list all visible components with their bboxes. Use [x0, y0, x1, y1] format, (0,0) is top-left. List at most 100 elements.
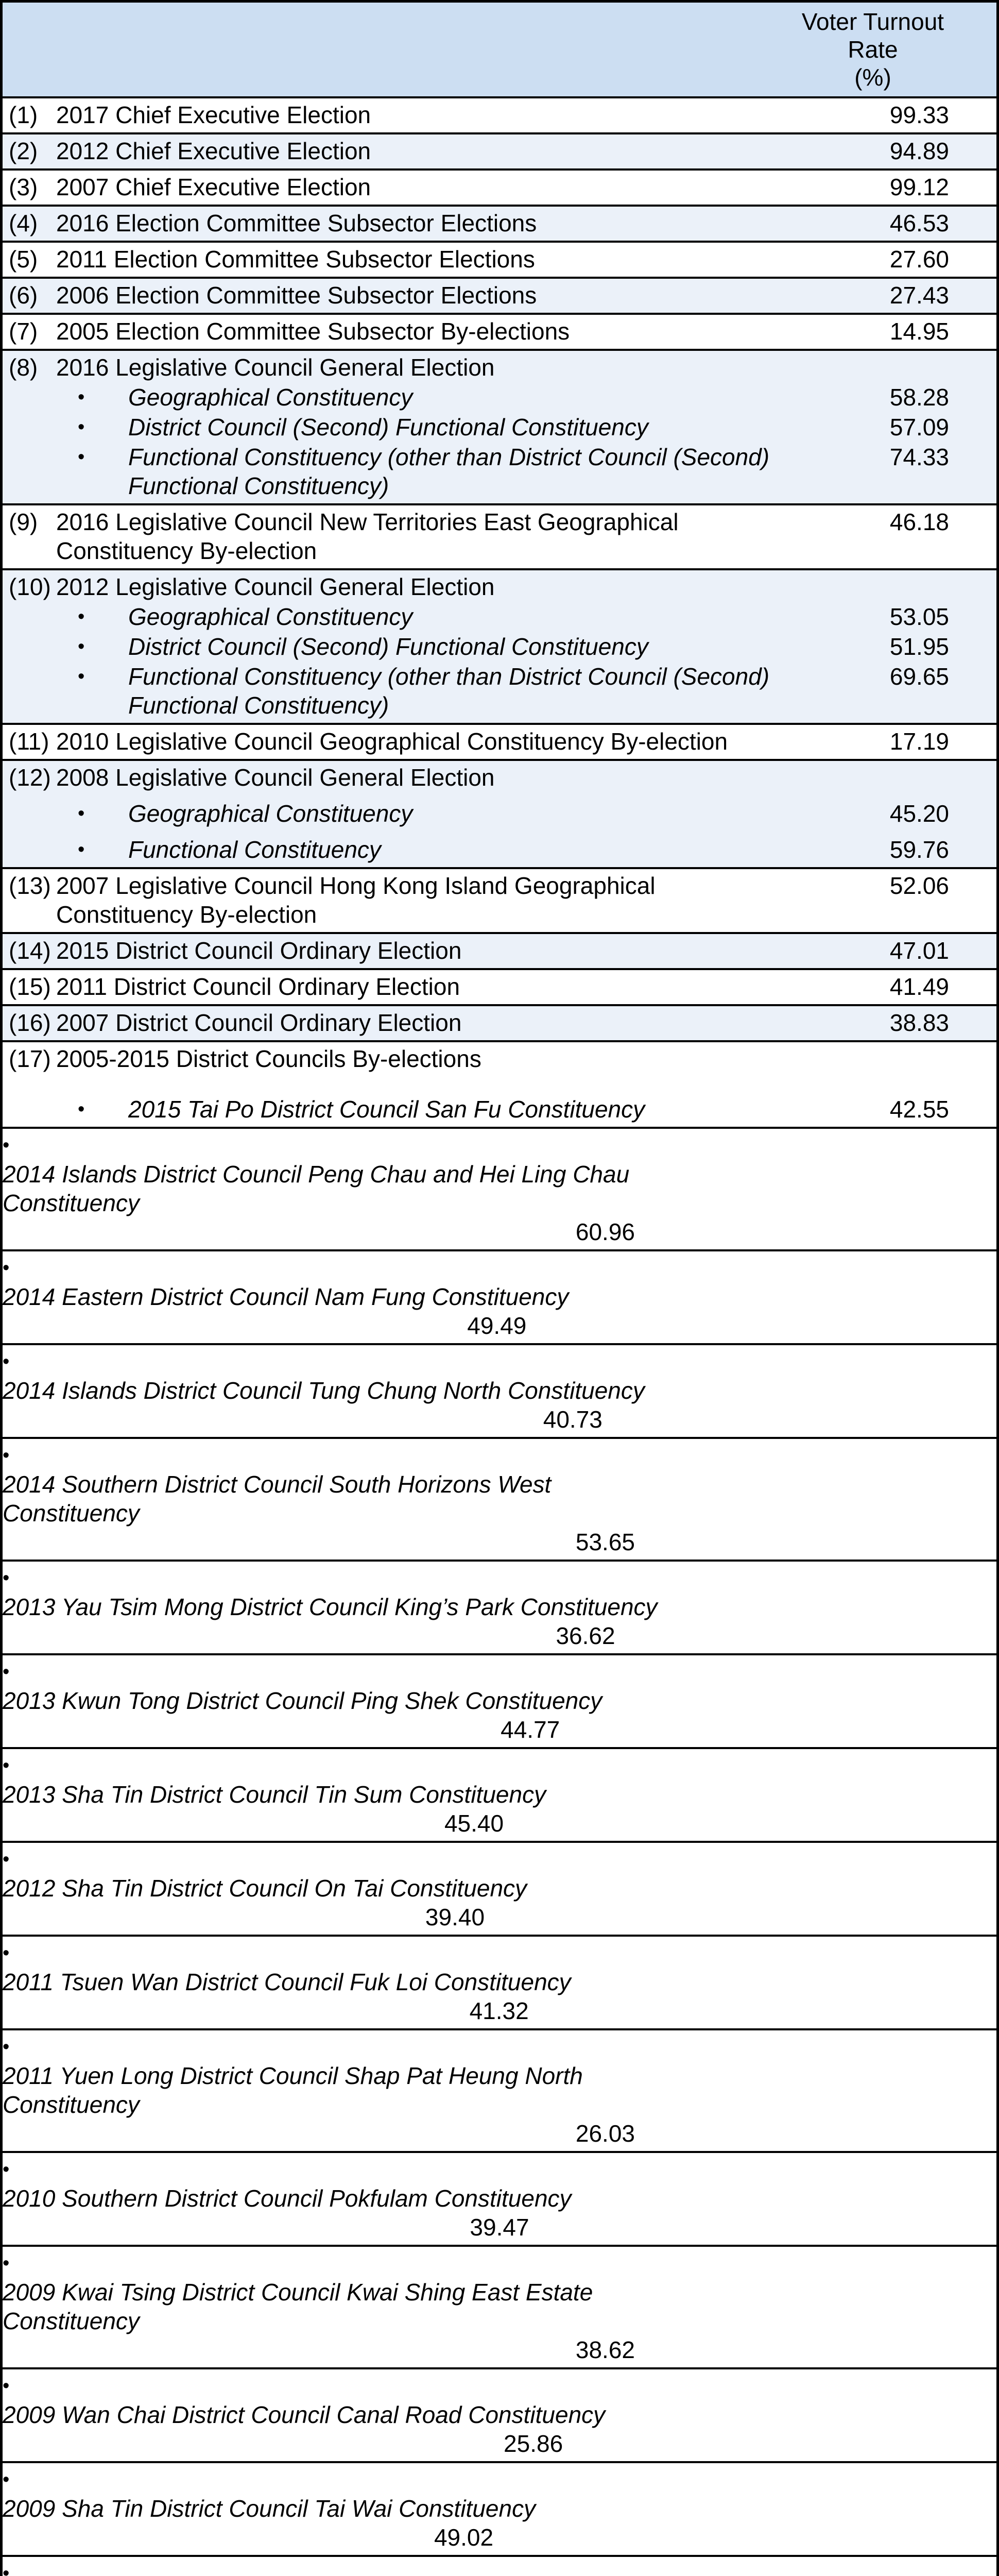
bullet-text-inner: 2009 Sha Tin District Council Tai Wai Co…: [3, 2495, 536, 2522]
row-value: 53.05: [889, 603, 949, 630]
row-value: 74.33: [889, 444, 949, 470]
row-title: 2008 Legislative Council General Electio…: [56, 763, 996, 792]
bullet-icon: •: [78, 606, 85, 628]
table-row: (2) 2012 Chief Executive Election 94.89: [3, 132, 996, 168]
bullet-text: Functional Constituency (other than Dist…: [128, 443, 845, 500]
bullet-line: • Functional Constituency (other than Dis…: [3, 443, 996, 500]
bullet-line: • District Council (Second) Functional Co…: [3, 632, 996, 661]
bullet-text: 2014 Islands District Council Tung Chung…: [3, 1376, 650, 1405]
bullet-icon: •: [3, 2469, 10, 2490]
table-row-bullet: • 2013 Yau Tsim Mong District Council Kin…: [3, 1560, 996, 1653]
bullet-text-inner: 2009 Kwai Tsing District Council Kwai Sh…: [3, 2279, 593, 2334]
row-title-text: 2007 Chief Executive Election: [56, 174, 371, 200]
table-header-row: Voter Turnout Rate (%): [3, 3, 996, 96]
row-title-text: 2017 Chief Executive Election: [56, 101, 371, 128]
row-title-text: 2005-2015 District Councils By-elections: [56, 1045, 481, 1072]
bullet-icon: •: [3, 1257, 10, 1279]
row-title-text: 2011 District Council Ordinary Election: [56, 973, 460, 1000]
bullet-icon: •: [3, 1351, 10, 1372]
row-value: 41.32: [469, 1997, 529, 2024]
row-title-text: 2016 Legislative Council General Electio…: [56, 354, 495, 381]
bullet-icon: •: [3, 2563, 10, 2576]
bullet-text-inner: Geographical Constituency: [128, 800, 413, 827]
table-row: (5) 2011 Election Committee Subsector Ele…: [3, 241, 996, 277]
table-row: (8) 2016 Legislative Council General Elec…: [3, 349, 996, 503]
row-value: 49.49: [467, 1312, 527, 1339]
row-value: 47.01: [889, 937, 949, 964]
bullet-text: 2013 Sha Tin District Council Tin Sum Co…: [3, 1780, 551, 1809]
bullet-text-inner: 2012 Sha Tin District Council On Tai Con…: [3, 1875, 527, 1902]
bullet-line: • Geographical Constituency 53.05: [3, 602, 996, 631]
row-value: 45.20: [889, 800, 949, 827]
row-value: 38.62: [575, 2336, 635, 2363]
row-value: 39.40: [425, 1904, 485, 1930]
row-title: 2005 Election Committee Subsector By-ele…: [56, 317, 845, 346]
bullet-icon: •: [3, 1755, 10, 1776]
bullet-text: 2009 Kwai Tsing District Council Kwai Sh…: [3, 2278, 682, 2335]
bullet-text-inner: 2009 Wan Chai District Council Canal Roa…: [3, 2401, 606, 2428]
row-value: 14.95: [889, 318, 949, 345]
row-value: 99.33: [889, 101, 949, 128]
header-line-2: Rate: [848, 36, 898, 63]
bullet-icon: •: [3, 2375, 10, 2397]
bullet-icon: •: [78, 636, 85, 657]
header-line-1: Voter Turnout: [801, 8, 944, 35]
title-line: (8) 2016 Legislative Council General Elec…: [3, 353, 996, 382]
bullet-line: • 2012 Sha Tin District Council On Tai Co…: [3, 1845, 532, 1931]
bullet-line: • Geographical Constituency 58.28: [3, 383, 996, 412]
table-row-bullet: • 2011 Tsuen Wan District Council Fuk Loi…: [3, 1935, 996, 2028]
bullet-line: • 2009 Wan Chai District Council Canal Ro…: [3, 2371, 610, 2458]
table-row-bullet: • 2012 Sha Tin District Council On Tai Co…: [3, 1841, 996, 1935]
row-value: 49.02: [434, 2524, 494, 2551]
table-row: (14) 2015 District Council Ordinary Elect…: [3, 932, 996, 968]
bullet-icon: •: [3, 2159, 10, 2180]
bullet-text: District Council (Second) Functional Con…: [128, 632, 845, 661]
bullet-text: 2011 Yuen Long District Council Shap Pat…: [3, 2061, 682, 2119]
row-title: 2005-2015 District Councils By-elections: [56, 1044, 996, 1073]
bullet-text-inner: Functional Constituency (other than Dist…: [128, 444, 770, 499]
table-row-bullet: • 2013 Sha Tin District Council Tin Sum C…: [3, 1747, 996, 1841]
bullet-icon: •: [3, 2252, 10, 2274]
row-title: 2012 Legislative Council General Electio…: [56, 572, 996, 601]
bullet-icon: •: [3, 1942, 10, 1964]
row-value: 27.60: [889, 246, 949, 273]
row-number: (13): [9, 872, 51, 899]
row-title: 2017 Chief Executive Election: [56, 100, 845, 129]
bullet-icon: •: [3, 1849, 10, 1870]
row-title: 2011 Election Committee Subsector Electi…: [56, 245, 845, 274]
bullet-text-inner: Functional Constituency: [128, 836, 381, 863]
bullet-text: 2012 Sha Tin District Council On Tai Con…: [3, 1874, 532, 1903]
bullet-line: • 2011 Tsuen Wan District Council Fuk Loi…: [3, 1939, 576, 2025]
row-value: 57.09: [889, 414, 949, 440]
title-line: (17) 2005-2015 District Councils By-elect…: [3, 1044, 996, 1073]
row-title-text: 2007 Legislative Council Hong Kong Islan…: [56, 872, 656, 928]
bullet-line: • 2014 Islands District Council Tung Chun…: [3, 1347, 650, 1434]
row-number: (16): [9, 1009, 51, 1036]
table-row-bullet: • 2013 Kwun Tong District Council Ping Sh…: [3, 1653, 996, 1747]
row-number: (11): [9, 728, 49, 755]
bullet-text: 2014 Islands District Council Peng Chau …: [3, 1160, 682, 1217]
table-row: (9) 2016 Legislative Council New Territor…: [3, 503, 996, 568]
table-row: (4) 2016 Election Committee Subsector Ele…: [3, 205, 996, 241]
bullet-line: • 2014 Eastern District Council Nam Fung …: [3, 1253, 574, 1340]
bullet-text-inner: Geographical Constituency: [128, 384, 413, 411]
bullet-line: • 2013 Yau Tsim Mong District Council Kin…: [3, 1564, 663, 1650]
bullet-text-inner: 2014 Eastern District Council Nam Fung C…: [3, 1283, 569, 1310]
bullet-icon: •: [3, 1134, 10, 1156]
bullet-line: •2008 Wong Tai Sin District Council Tsz …: [3, 2559, 673, 2576]
row-number: (2): [9, 138, 38, 164]
table-row-bullet: • 2014 Islands District Council Peng Chau…: [3, 1127, 996, 1249]
table-row: (3) 2007 Chief Executive Election 99.12: [3, 168, 996, 205]
bullet-line: • Geographical Constituency 45.20: [3, 799, 996, 828]
row-title: 2016 Election Committee Subsector Electi…: [56, 209, 845, 238]
header-line-3: (%): [854, 64, 891, 91]
bullet-line: • 2010 Southern District Council Pokfulam…: [3, 2155, 577, 2242]
table-row-bullet: • 2014 Southern District Council South Ho…: [3, 1437, 996, 1560]
table-row-bullet: • 2010 Southern District Council Pokfulam…: [3, 2151, 996, 2245]
bullet-text-inner: 2014 Islands District Council Peng Chau …: [3, 1161, 630, 1216]
row-title: 2012 Chief Executive Election: [56, 137, 845, 165]
bullet-text-inner: 2014 Islands District Council Tung Chung…: [3, 1377, 645, 1404]
row-value: 99.12: [889, 174, 949, 200]
table-row: (12) 2008 Legislative Council General Ele…: [3, 759, 996, 867]
bullet-icon: •: [78, 416, 85, 438]
